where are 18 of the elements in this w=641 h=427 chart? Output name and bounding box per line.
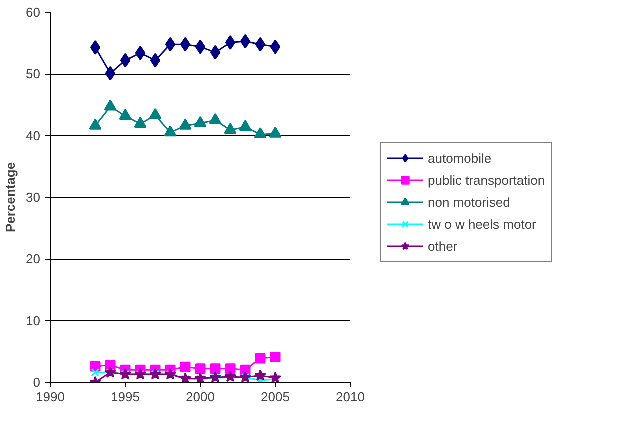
y-tick-label: 60 bbox=[26, 5, 41, 20]
y-tick-label: 30 bbox=[26, 190, 41, 205]
legend-label: tw o w heels motor bbox=[428, 216, 536, 233]
x-tick-label: 2005 bbox=[261, 390, 290, 404]
legend-label: non motorised bbox=[428, 194, 510, 211]
y-tick-label: 0 bbox=[33, 375, 41, 390]
y-tick-label: 20 bbox=[26, 252, 41, 267]
y-tick-label: 50 bbox=[26, 66, 41, 82]
x-tick-label: 1990 bbox=[36, 390, 65, 404]
legend-label: other bbox=[428, 238, 458, 255]
y-tick-label: 10 bbox=[26, 313, 41, 328]
y-tick-label: 40 bbox=[26, 128, 41, 144]
x-tick-label: 2000 bbox=[186, 390, 215, 404]
legend-label: automobile bbox=[428, 150, 492, 167]
x-tick-label: 2010 bbox=[336, 390, 365, 404]
legend-label: public transportation bbox=[428, 172, 546, 189]
y-axis-title: Percentage bbox=[3, 162, 18, 233]
x-tick-label: 1995 bbox=[111, 390, 140, 404]
